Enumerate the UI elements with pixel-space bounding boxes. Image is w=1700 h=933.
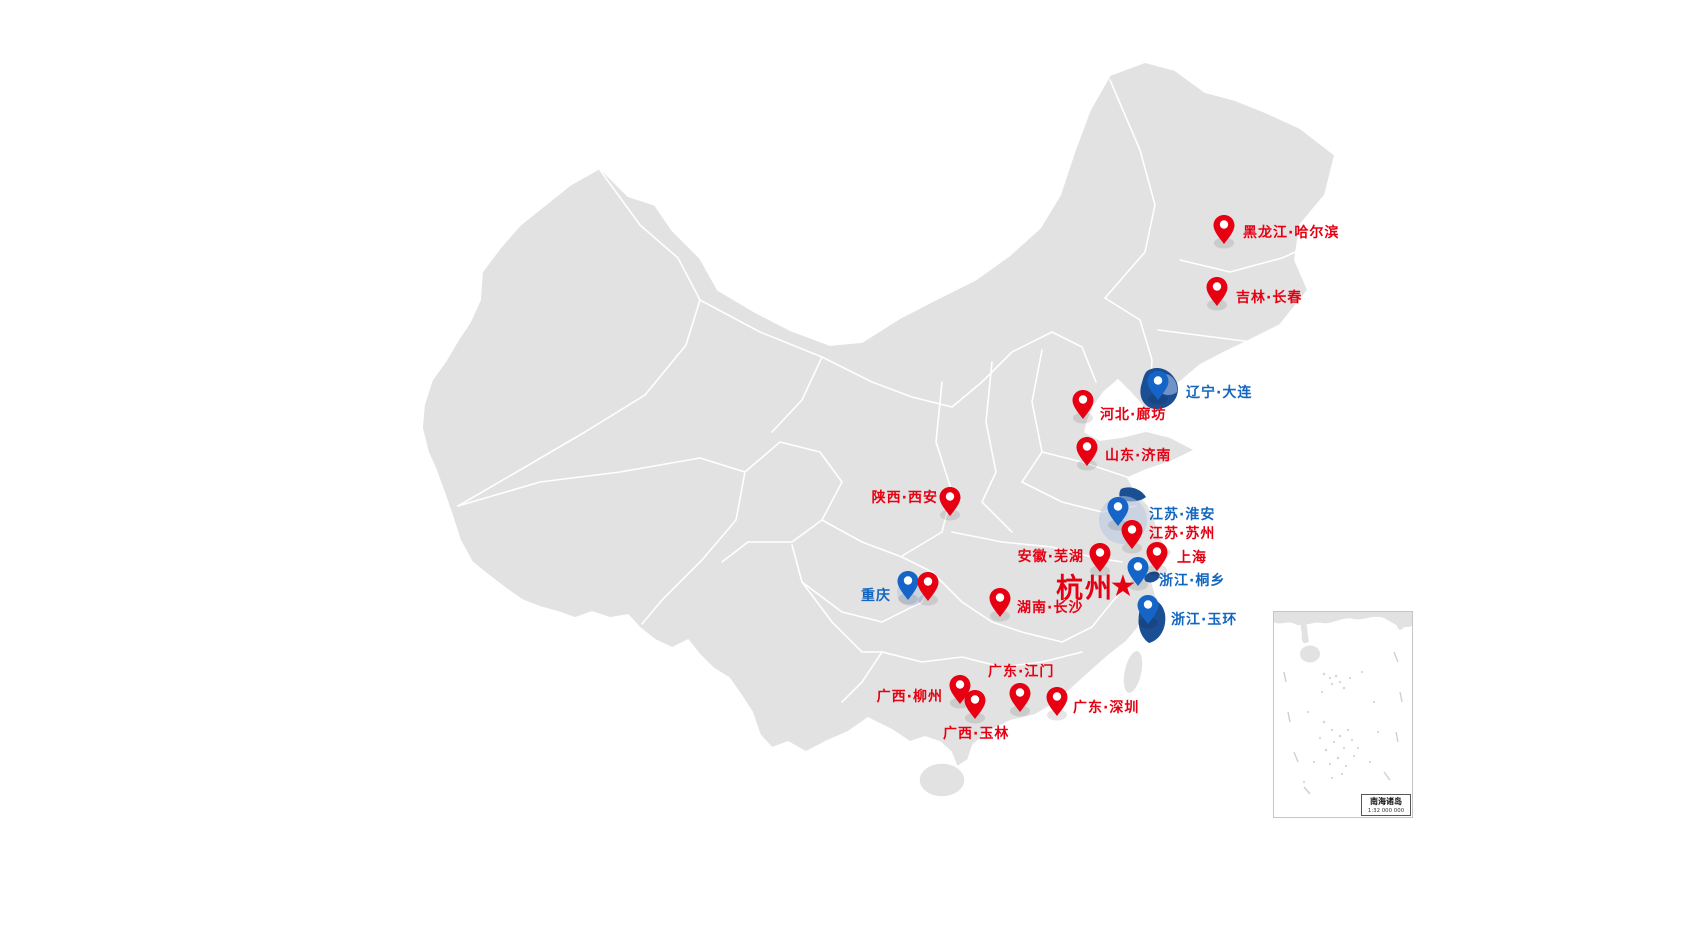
pin-label: 广东·深圳 [1073, 700, 1140, 716]
pin-label: 陕西·西安 [871, 490, 938, 506]
pin-icon[interactable] [895, 569, 921, 605]
pin-label: 广西·柳州 [876, 689, 943, 705]
pin-label: 上海 [1177, 550, 1207, 566]
south-china-sea-inset: 南海诸岛 1:32 000 000 [1273, 611, 1413, 818]
inset-islands [1302, 670, 1380, 784]
pin-label: 黑龙江·哈尔滨 [1243, 225, 1340, 241]
pin-icon[interactable] [1070, 388, 1096, 424]
pin-icon[interactable] [1211, 213, 1237, 249]
star-icon: ★ [1109, 568, 1137, 604]
inset-leizhou-peninsula [1300, 620, 1309, 644]
pin-label: 安徽·芜湖 [1017, 549, 1084, 565]
pin-icon[interactable] [1044, 685, 1070, 721]
headquarters-label: 杭州 [1056, 573, 1114, 605]
pin-icon[interactable] [1087, 541, 1113, 577]
inset-title: 南海诸岛 [1370, 797, 1402, 806]
pin-label: 湖南·长沙 [1017, 600, 1084, 616]
pin-icon[interactable] [962, 688, 988, 724]
pin-label: 浙江·玉环 [1171, 612, 1238, 628]
pin-label: 重庆 [861, 588, 891, 604]
inset-hainan [1300, 645, 1320, 663]
inset-dash-line [1283, 651, 1403, 795]
pin-icon[interactable] [987, 586, 1013, 622]
inset-map [1274, 612, 1412, 795]
pin-icon[interactable] [1125, 555, 1151, 591]
pin-icon[interactable] [1144, 540, 1170, 576]
pin-label: 辽宁·大连 [1186, 385, 1253, 401]
pin-icon[interactable] [1145, 369, 1171, 405]
inset-caption: 南海诸岛 1:32 000 000 [1361, 794, 1411, 816]
pin-icon[interactable] [1074, 435, 1100, 471]
pin-icon[interactable] [1204, 275, 1230, 311]
inset-taiwan [1396, 612, 1408, 630]
hainan-island [918, 762, 966, 798]
pin-icon[interactable] [1119, 518, 1145, 554]
pin-label: 广东·江门 [988, 664, 1055, 680]
inset-scale: 1:32 000 000 [1367, 807, 1405, 814]
pin-label: 江苏·淮安 [1149, 507, 1216, 523]
inset-coastline [1274, 612, 1412, 628]
highlight-region-tongxiang [1144, 571, 1160, 583]
pin-label: 山东·济南 [1105, 448, 1172, 464]
pin-label: 吉林·长春 [1236, 290, 1303, 306]
pin-label: 浙江·桐乡 [1159, 573, 1226, 589]
pin-label: 江苏·苏州 [1149, 526, 1216, 542]
pin-label: 广西·玉林 [943, 726, 1010, 742]
taiwan-island [1122, 649, 1144, 695]
pin-icon[interactable] [1007, 681, 1033, 717]
pin-icon[interactable] [937, 485, 963, 521]
pin-label: 河北·廊坊 [1100, 407, 1167, 423]
pin-icon[interactable] [915, 570, 941, 606]
pin-icon[interactable] [1135, 593, 1161, 629]
